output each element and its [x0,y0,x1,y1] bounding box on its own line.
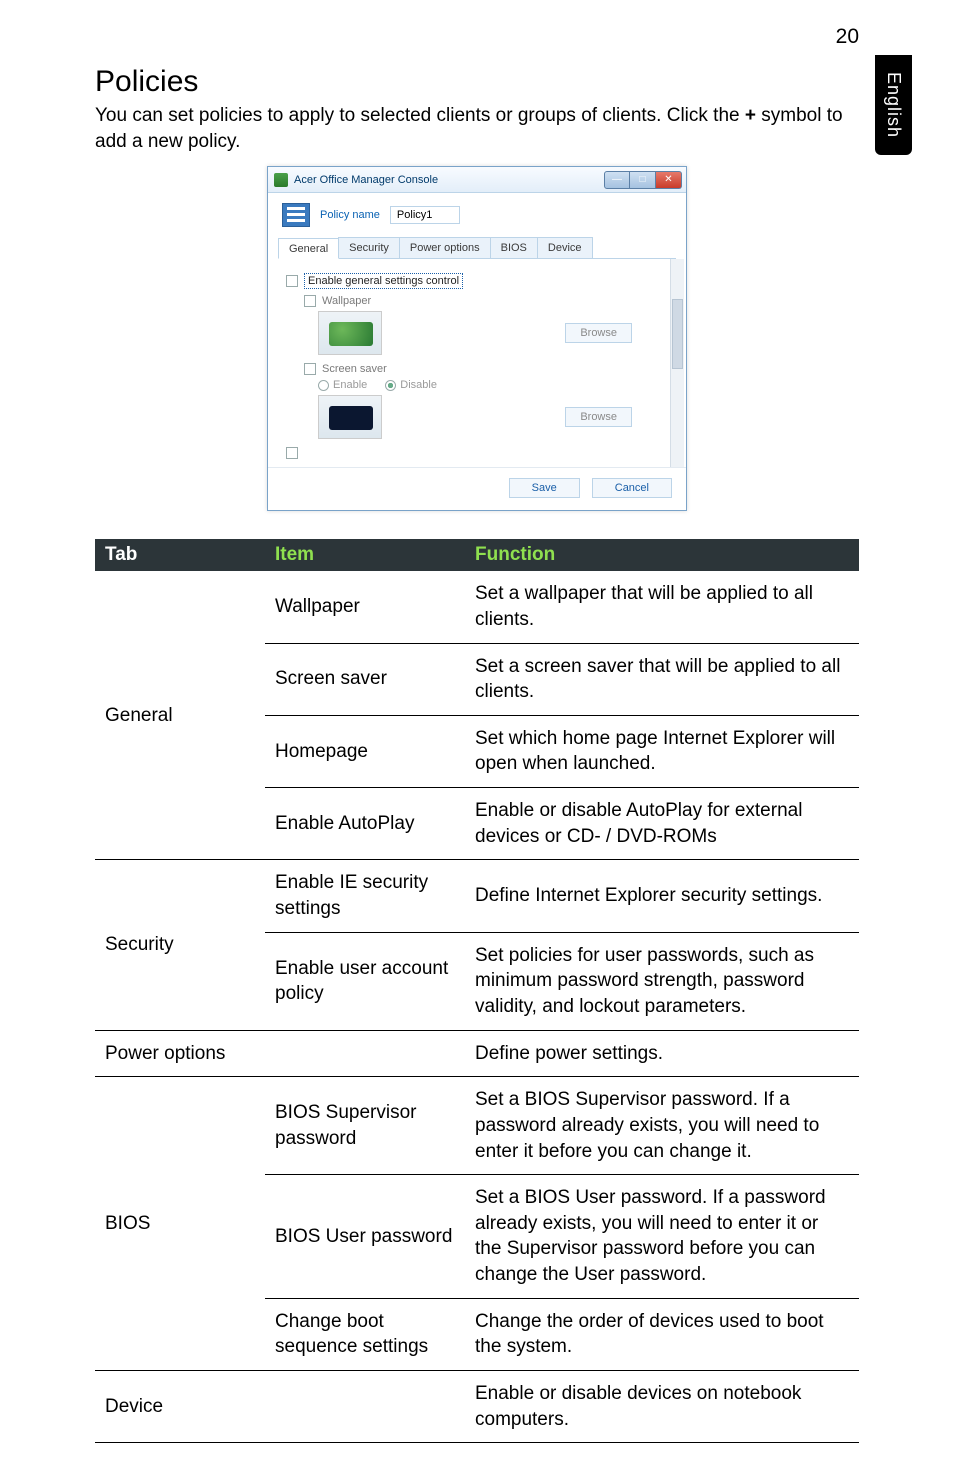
enable-general-label: Enable general settings control [304,273,463,289]
app-icon [274,173,288,187]
wallpaper-thumbnail [318,311,382,355]
screensaver-label: Screen saver [322,363,387,375]
cell-function: Set a BIOS Supervisor password. If a pas… [465,1077,859,1175]
cancel-button[interactable]: Cancel [592,478,672,498]
cell-tab: Power options [95,1030,265,1077]
minimize-button[interactable]: — [604,171,630,189]
cell-function: Set a wallpaper that will be applied to … [465,571,859,643]
cell-tab: Device [95,1371,265,1443]
intro-plus: + [745,105,756,126]
cell-item: Change boot sequence settings [265,1298,465,1370]
language-tab-label: English [883,72,904,138]
tab-bios[interactable]: BIOS [490,237,538,258]
dialog-title: Acer Office Manager Console [294,174,438,186]
table-row: Power options Define power settings. [95,1030,859,1077]
dialog-tabs: General Security Power options BIOS Devi… [278,237,676,259]
header-function: Function [465,539,859,571]
table-row: General Wallpaper Set a wallpaper that w… [95,571,859,643]
tab-power-options[interactable]: Power options [399,237,491,258]
cell-function: Define power settings. [465,1030,859,1077]
screensaver-thumbnail [318,395,382,439]
cell-function: Set which home page Internet Explorer wi… [465,715,859,787]
cell-tab: General [95,571,265,860]
cell-function: Enable or disable AutoPlay for external … [465,788,859,860]
tab-content: Enable general settings control Wallpape… [268,259,686,467]
intro-text: You can set policies to apply to selecte… [95,103,859,154]
scrollbar-thumb[interactable] [672,299,683,369]
policies-table: Tab Item Function General Wallpaper Set … [95,539,859,1443]
table-row: BIOS BIOS Supervisor password Set a BIOS… [95,1077,859,1175]
cell-item [265,1030,465,1077]
cell-item: Screen saver [265,643,465,715]
language-tab: English [875,55,912,155]
enable-general-checkbox[interactable] [286,275,298,287]
tab-general[interactable]: General [278,238,339,259]
cell-item: Enable user account policy [265,932,465,1030]
section-title: Policies [95,65,859,99]
intro-pre: You can set policies to apply to selecte… [95,105,745,126]
cell-item: Enable IE security settings [265,860,465,932]
maximize-button[interactable]: □ [630,171,656,189]
radio-enable-label: Enable [333,379,367,391]
header-item: Item [265,539,465,571]
page-number: 20 [836,25,859,49]
cell-item: BIOS Supervisor password [265,1077,465,1175]
policy-name-label: Policy name [320,209,380,221]
cell-item [265,1371,465,1443]
cell-function: Set a BIOS User password. If a password … [465,1175,859,1299]
cell-function: Set a screen saver that will be applied … [465,643,859,715]
close-button[interactable]: ✕ [656,171,682,189]
dialog-titlebar: Acer Office Manager Console — □ ✕ [268,167,686,193]
wallpaper-label: Wallpaper [322,295,371,307]
table-row: Security Enable IE security settings Def… [95,860,859,932]
table-header-row: Tab Item Function [95,539,859,571]
policy-name-input[interactable]: Policy1 [390,206,460,224]
header-tab: Tab [95,539,265,571]
screensaver-browse-button[interactable]: Browse [565,407,632,427]
scrollbar[interactable] [670,259,684,467]
tab-device[interactable]: Device [537,237,593,258]
cell-item: Homepage [265,715,465,787]
cell-function: Change the order of devices used to boot… [465,1298,859,1370]
table-bottom-border [95,1443,859,1444]
cell-function: Enable or disable devices on notebook co… [465,1371,859,1443]
table-row: Device Enable or disable devices on note… [95,1371,859,1443]
wallpaper-browse-button[interactable]: Browse [565,323,632,343]
wallpaper-checkbox[interactable] [304,295,316,307]
radio-disable[interactable] [385,380,396,391]
cell-item: Enable AutoPlay [265,788,465,860]
save-button[interactable]: Save [509,478,580,498]
extra-checkbox[interactable] [286,447,298,459]
policy-dialog: Acer Office Manager Console — □ ✕ Policy… [267,166,687,511]
radio-enable[interactable] [318,380,329,391]
cell-item: Wallpaper [265,571,465,643]
cell-tab: Security [95,860,265,1030]
cell-tab: BIOS [95,1077,265,1371]
cell-item: BIOS User password [265,1175,465,1299]
cell-function: Set policies for user passwords, such as… [465,932,859,1030]
cell-function: Define Internet Explorer security settin… [465,860,859,932]
policy-list-icon [282,203,310,227]
screensaver-checkbox[interactable] [304,363,316,375]
tab-security[interactable]: Security [338,237,400,258]
radio-disable-label: Disable [400,379,437,391]
